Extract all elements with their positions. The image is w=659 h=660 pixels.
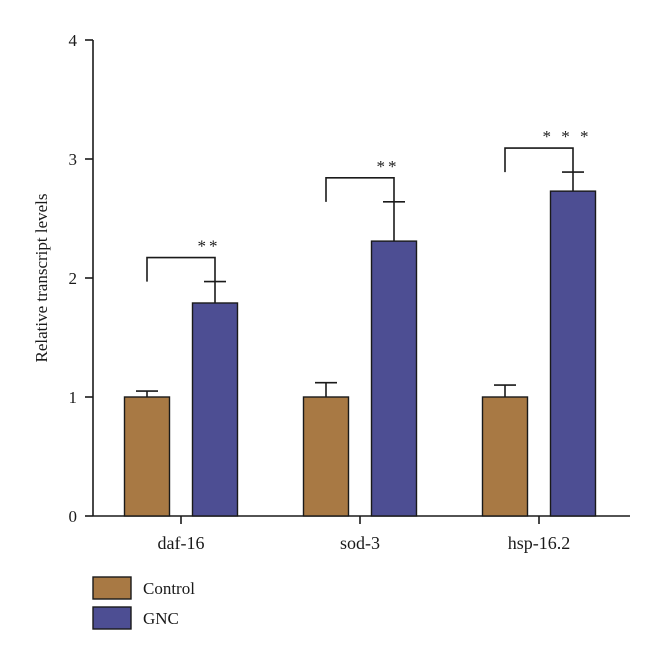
bar-gnc: [549, 190, 597, 517]
y-tick-label: 2: [69, 269, 78, 288]
plot-area: 0 1 2 3 4 daf-16 ** sod-3 ** hsp-16.2 * * *: [69, 31, 630, 553]
y-tick-label: 0: [69, 507, 78, 526]
bar-control: [481, 396, 529, 517]
x-tick-label: hsp-16.2: [508, 533, 571, 553]
bar-control: [302, 396, 350, 517]
y-tick-label: 4: [69, 31, 78, 50]
significance-bracket: [504, 147, 574, 173]
significance-bracket: [146, 256, 216, 282]
legend-swatch-gnc: [92, 606, 132, 630]
significance-label: * * *: [543, 127, 592, 146]
significance-bracket: [325, 177, 395, 202]
significance-label: **: [377, 157, 400, 176]
legend-label-control: Control: [143, 579, 195, 598]
x-tick-label: daf-16: [158, 533, 205, 553]
bar-control: [123, 396, 171, 517]
legend-label-gnc: GNC: [143, 609, 179, 628]
significance-label: **: [198, 237, 221, 256]
bar-gnc: [191, 302, 239, 517]
y-tick-label: 1: [69, 388, 78, 407]
x-tick-label: sod-3: [340, 533, 380, 553]
legend: Control GNC: [92, 576, 195, 630]
bar-gnc: [370, 240, 418, 517]
y-axis-title: Relative transcript levels: [32, 194, 51, 363]
y-tick-label: 3: [69, 150, 78, 169]
legend-swatch-control: [92, 576, 132, 600]
